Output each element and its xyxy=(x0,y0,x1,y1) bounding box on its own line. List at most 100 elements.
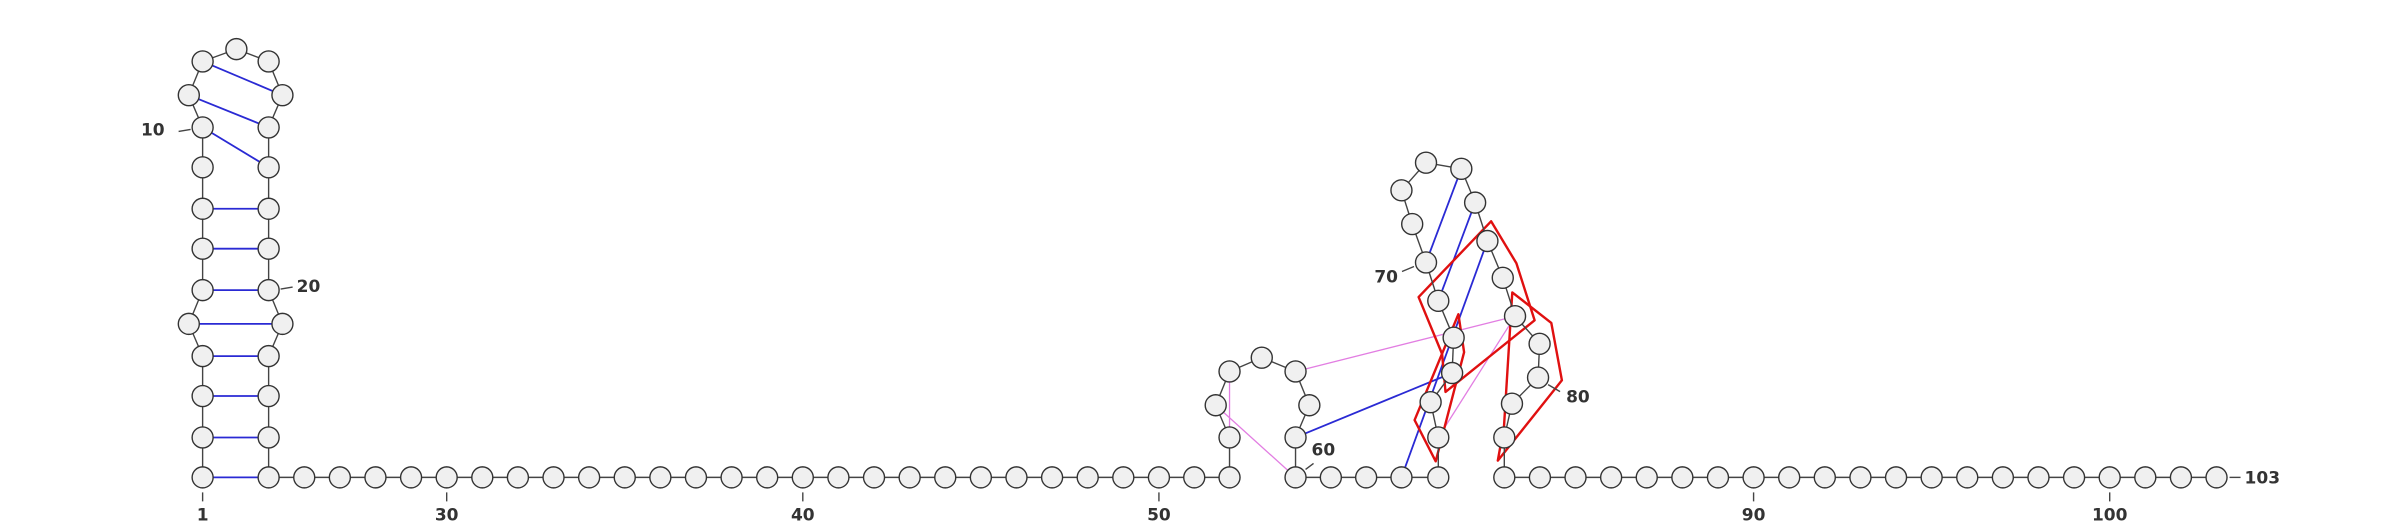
nucleotide xyxy=(1218,426,1241,449)
nucleotide xyxy=(399,466,423,489)
nucleotide xyxy=(257,50,280,73)
base-pair-weak xyxy=(1437,315,1516,438)
nucleotide xyxy=(2205,466,2228,489)
nucleotide xyxy=(1442,326,1465,349)
nucleotide xyxy=(1354,466,1378,489)
nucleotide xyxy=(1147,466,1171,489)
position-label: 103 xyxy=(2245,468,2281,488)
nucleotide xyxy=(2027,466,2050,489)
nucleotide xyxy=(1956,466,1979,489)
base-pair-canonical xyxy=(202,126,270,169)
nucleotide xyxy=(1991,466,2015,489)
axis-tick-label: 1 xyxy=(197,505,209,525)
position-leader xyxy=(1547,384,1561,393)
nucleotide xyxy=(1112,466,1135,489)
nucleotide xyxy=(1493,426,1516,449)
nucleotide xyxy=(1414,151,1438,174)
nucleotide xyxy=(1706,466,1730,489)
nucleotide xyxy=(191,50,214,73)
nucleotide xyxy=(1204,394,1227,417)
position-leader xyxy=(1401,265,1415,273)
nucleotide xyxy=(1528,466,1552,489)
nucleotide xyxy=(1849,466,1872,489)
nucleotide xyxy=(257,344,280,368)
nucleotide xyxy=(191,278,214,302)
nucleotide xyxy=(471,466,494,489)
nucleotide xyxy=(1528,332,1551,356)
nucleotide xyxy=(506,466,530,489)
nucleotide xyxy=(1742,466,1765,489)
nucleotide xyxy=(1284,360,1307,383)
nucleotide xyxy=(271,312,294,336)
nucleotide xyxy=(191,426,214,449)
nucleotide xyxy=(2134,466,2157,489)
nucleotide xyxy=(271,83,294,107)
base-pair-weak xyxy=(1295,315,1516,373)
nucleotide xyxy=(1427,289,1450,313)
nucleotide xyxy=(191,344,214,368)
axis-tick-label: 30 xyxy=(435,505,459,525)
nucleotide xyxy=(257,197,280,220)
nucleotide xyxy=(191,116,214,139)
nucleotide xyxy=(257,156,280,179)
nucleotide xyxy=(684,466,708,489)
nucleotide xyxy=(191,197,214,220)
nucleotide xyxy=(257,116,280,139)
label-layer: 1 30 40 50 90 100 10 20 60 70 80 103 xyxy=(141,120,2280,525)
nucleotide xyxy=(225,37,248,61)
nucleotide xyxy=(755,466,779,489)
nucleotide xyxy=(613,466,636,489)
nucleotide xyxy=(1503,305,1527,328)
nucleotide xyxy=(257,278,280,302)
nucleotide xyxy=(364,466,387,489)
nucleotide xyxy=(1218,360,1241,383)
position-label: 20 xyxy=(297,277,321,297)
nucleotide xyxy=(191,466,214,489)
nucleotide xyxy=(1390,466,1413,489)
axis-tick-label: 40 xyxy=(791,505,815,525)
nucleotide xyxy=(435,466,458,489)
base-pair-canonical xyxy=(188,94,269,129)
backbone-layer xyxy=(188,48,2217,479)
nucleotide xyxy=(328,466,352,489)
nucleotide xyxy=(257,426,280,449)
nucleotide xyxy=(177,83,201,107)
nucleotide xyxy=(1250,346,1273,369)
nucleotide xyxy=(1463,191,1487,214)
nucleotide xyxy=(898,466,921,489)
nucleotide xyxy=(1884,466,1908,489)
nucleotide xyxy=(2062,466,2086,489)
nucleotide xyxy=(969,466,993,489)
nucleotide xyxy=(1813,466,1837,489)
nucleotide xyxy=(649,466,672,489)
nucleotide xyxy=(293,466,316,489)
nucleotide xyxy=(191,156,214,179)
nucleotide xyxy=(1427,466,1450,489)
axis-tick-label: 90 xyxy=(1742,505,1766,525)
base-pair-weak xyxy=(1215,404,1296,478)
axis-tick-label: 50 xyxy=(1147,505,1171,525)
position-label: 10 xyxy=(141,120,165,140)
nucleotide xyxy=(1635,466,1658,489)
nucleotide xyxy=(1298,394,1321,417)
nucleotide xyxy=(542,466,565,489)
nucleotide xyxy=(1076,466,1099,489)
nucleotide xyxy=(1284,466,1307,489)
nucleotide xyxy=(1440,361,1464,385)
nucleotide-layer xyxy=(177,37,2228,489)
axis-tick-label: 100 xyxy=(2092,505,2128,525)
nucleotide xyxy=(1671,466,1694,489)
nucleotide xyxy=(1491,266,1514,290)
position-leader xyxy=(280,286,293,290)
base-pair-canonical xyxy=(1437,202,1476,302)
position-leader xyxy=(178,128,191,133)
nucleotide xyxy=(1040,466,1064,489)
nucleotide xyxy=(720,466,743,489)
nucleotide xyxy=(2169,466,2193,489)
nucleotide xyxy=(1920,466,1943,489)
base-pair-canonical xyxy=(1425,168,1463,263)
nucleotide xyxy=(1183,466,1206,489)
nucleotide xyxy=(791,466,815,489)
nucleotide xyxy=(934,466,957,489)
